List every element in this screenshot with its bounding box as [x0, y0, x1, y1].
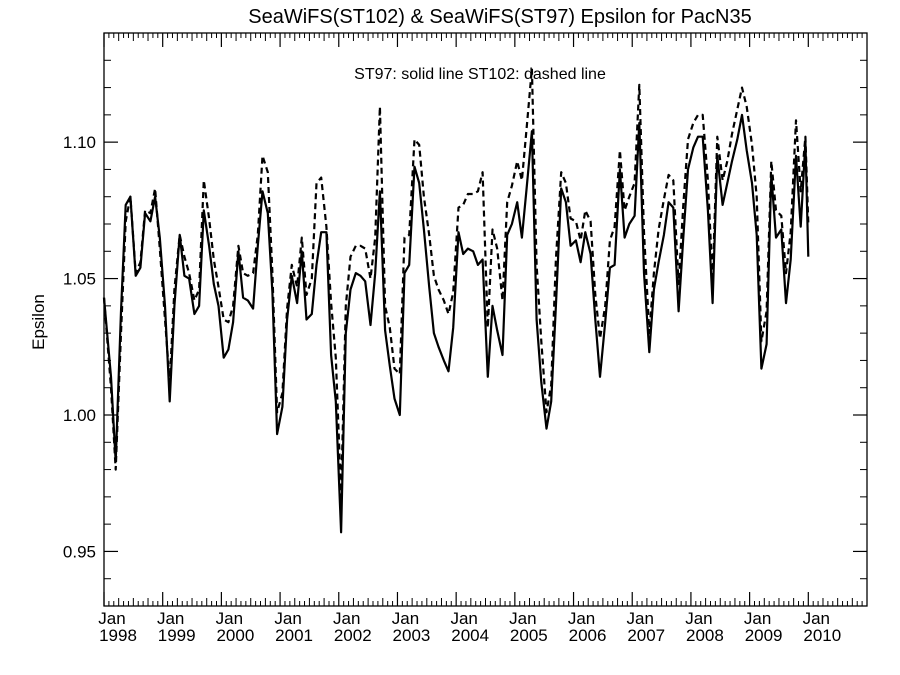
x-tick-label-year: 2010: [803, 626, 841, 645]
x-tick-label-year: 1999: [158, 626, 196, 645]
x-tick-label-year: 2007: [627, 626, 665, 645]
y-tick-label: 1.10: [63, 133, 96, 152]
x-tick-label-month: Jan: [216, 609, 243, 628]
x-tick-label-month: Jan: [333, 609, 360, 628]
x-tick-label-year: 2006: [569, 626, 607, 645]
x-tick-label-month: Jan: [744, 609, 771, 628]
series-line-st97: [102, 113, 810, 534]
x-tick-label-month: Jan: [157, 609, 184, 628]
x-tick-label-month: Jan: [803, 609, 830, 628]
x-tick-label-month: Jan: [627, 609, 654, 628]
y-tick-label: 1.05: [63, 270, 96, 289]
x-tick-label-month: Jan: [274, 609, 301, 628]
x-tick-label-year: 1998: [99, 626, 137, 645]
x-tick-label-year: 2004: [451, 626, 489, 645]
x-tick-label-year: 2002: [334, 626, 372, 645]
plot-frame: [103, 32, 868, 607]
y-tick-label: 1.00: [63, 406, 96, 425]
x-tick-label-year: 2005: [510, 626, 548, 645]
x-tick-label-month: Jan: [568, 609, 595, 628]
x-tick-label-year: 2000: [216, 626, 254, 645]
x-tick-label-month: Jan: [509, 609, 536, 628]
y-axis-label: Epsilon: [29, 294, 48, 350]
axis-layer: 0.951.001.051.10Jan1998Jan1999Jan2000Jan…: [63, 32, 867, 645]
x-tick-label-year: 2001: [275, 626, 313, 645]
series-layer: [102, 67, 810, 534]
x-tick-label-year: 2003: [393, 626, 431, 645]
x-tick-label-year: 2009: [745, 626, 783, 645]
x-tick-label-month: Jan: [450, 609, 477, 628]
x-tick-label-year: 2008: [686, 626, 724, 645]
chart-title: SeaWiFS(ST102) & SeaWiFS(ST97) Epsilon f…: [248, 6, 752, 28]
legend-annotation: ST97: solid line ST102: dashed line: [354, 66, 606, 83]
y-tick-label: 0.95: [63, 542, 96, 561]
series-line-st102: [102, 67, 810, 498]
x-tick-label-month: Jan: [685, 609, 712, 628]
x-tick-label-month: Jan: [98, 609, 125, 628]
x-tick-label-month: Jan: [392, 609, 419, 628]
